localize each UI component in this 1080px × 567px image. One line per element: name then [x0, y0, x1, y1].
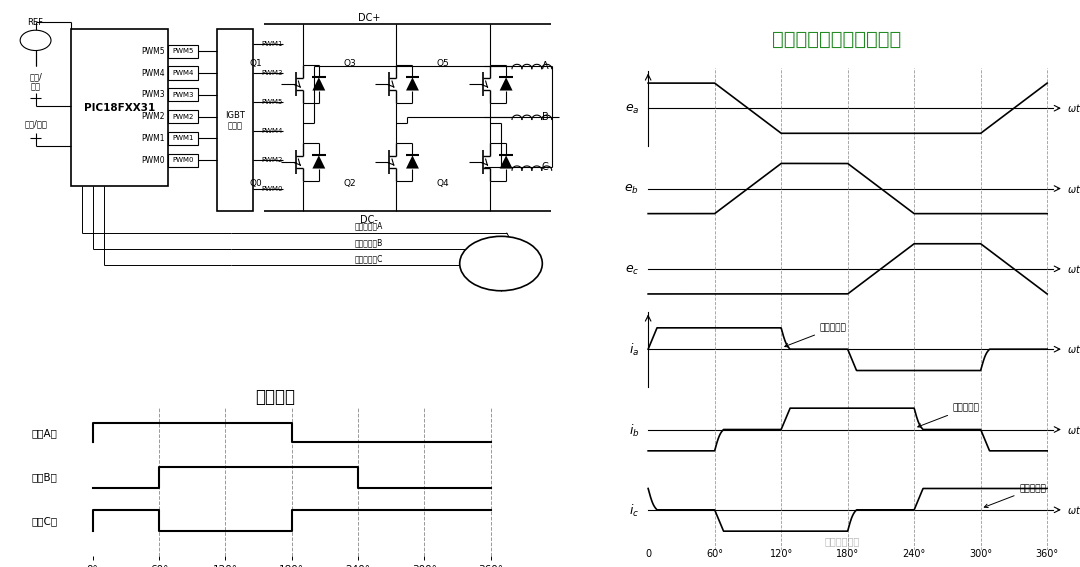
Text: PWM3: PWM3 — [261, 70, 283, 76]
Text: IGBT
驱动器: IGBT 驱动器 — [226, 111, 245, 130]
Text: 正转/反转: 正转/反转 — [24, 119, 48, 128]
Text: 霍尔传感器B: 霍尔传感器B — [354, 238, 383, 247]
Text: 运行/
停止: 运行/ 停止 — [29, 73, 42, 92]
Circle shape — [460, 236, 542, 291]
Text: Q0: Q0 — [249, 179, 262, 188]
Text: DC+: DC+ — [357, 13, 380, 23]
Text: 120°: 120° — [770, 549, 793, 558]
Text: 300°: 300° — [969, 549, 993, 558]
Text: PWM5: PWM5 — [141, 46, 165, 56]
Text: Q1: Q1 — [249, 60, 262, 69]
Text: PWM5: PWM5 — [172, 48, 193, 54]
Text: $i_c$: $i_c$ — [630, 503, 639, 519]
Polygon shape — [312, 77, 325, 91]
Text: PWM2: PWM2 — [172, 113, 193, 120]
Text: PWM0: PWM0 — [141, 155, 165, 164]
Text: $i_b$: $i_b$ — [629, 423, 639, 439]
Text: $\omega t$: $\omega t$ — [1067, 343, 1080, 355]
Bar — [167, 66, 198, 79]
Text: Q5: Q5 — [436, 60, 449, 69]
Text: REF: REF — [28, 18, 43, 27]
Text: 霍尔C相: 霍尔C相 — [31, 516, 57, 526]
Text: 上桥臂换相: 上桥臂换相 — [918, 404, 980, 428]
Text: $\omega t$: $\omega t$ — [1067, 424, 1080, 435]
Text: A: A — [542, 61, 549, 71]
Text: PWM2: PWM2 — [141, 112, 165, 121]
Text: Q2: Q2 — [343, 179, 355, 188]
Text: B: B — [542, 112, 549, 121]
Polygon shape — [312, 155, 325, 168]
Bar — [217, 29, 253, 211]
Circle shape — [21, 30, 51, 50]
Text: PWM4: PWM4 — [261, 128, 283, 134]
Bar — [167, 88, 198, 101]
Text: PWM3: PWM3 — [172, 92, 193, 98]
Bar — [167, 110, 198, 123]
Text: $\omega t$: $\omega t$ — [1067, 102, 1080, 114]
Text: 60°: 60° — [706, 549, 724, 558]
Text: $e_b$: $e_b$ — [624, 183, 639, 196]
Text: 上桥臂换相: 上桥臂换相 — [984, 484, 1047, 507]
Text: 霍尔B相: 霍尔B相 — [31, 472, 57, 482]
Text: PIC18FXX31: PIC18FXX31 — [84, 103, 156, 112]
Text: PWM0: PWM0 — [261, 186, 283, 192]
Polygon shape — [406, 77, 419, 91]
Text: N: N — [477, 246, 486, 256]
Text: $e_a$: $e_a$ — [625, 103, 639, 116]
Text: PWM1: PWM1 — [172, 136, 193, 141]
Text: S: S — [477, 271, 486, 281]
Text: S: S — [516, 246, 524, 256]
Text: 三相反电动势与三相电流: 三相反电动势与三相电流 — [772, 30, 902, 49]
Text: 霍尔传感器A: 霍尔传感器A — [354, 222, 383, 231]
Text: C: C — [542, 162, 549, 172]
Text: $\omega t$: $\omega t$ — [1067, 183, 1080, 194]
Polygon shape — [406, 155, 419, 168]
Polygon shape — [500, 77, 513, 91]
Text: DC-: DC- — [360, 215, 378, 225]
Text: 霍尔传感器C: 霍尔传感器C — [354, 255, 383, 263]
Text: 180°: 180° — [836, 549, 860, 558]
Text: PWM1: PWM1 — [141, 134, 165, 143]
Text: 霍尔A相: 霍尔A相 — [31, 428, 57, 438]
Bar — [167, 45, 198, 58]
Text: 控制框图: 控制框图 — [255, 388, 296, 406]
Text: $\omega t$: $\omega t$ — [1067, 263, 1080, 275]
Text: PWM3: PWM3 — [141, 90, 165, 99]
Text: 360°: 360° — [1036, 549, 1058, 558]
Bar — [71, 29, 167, 185]
Text: $e_c$: $e_c$ — [625, 264, 639, 277]
Text: PWM1: PWM1 — [261, 41, 283, 47]
Text: 240°: 240° — [903, 549, 926, 558]
Text: PWM4: PWM4 — [141, 69, 165, 78]
Bar — [167, 132, 198, 145]
Text: $i_a$: $i_a$ — [629, 342, 639, 358]
Text: 0: 0 — [645, 549, 651, 558]
Polygon shape — [500, 155, 513, 168]
Text: 西蒙电机论坛: 西蒙电机论坛 — [825, 536, 860, 547]
Text: N: N — [515, 271, 525, 281]
Text: PWM4: PWM4 — [172, 70, 193, 76]
Text: PWM0: PWM0 — [172, 157, 193, 163]
Text: 上桥臂换相: 上桥臂换相 — [785, 323, 847, 347]
Bar — [167, 154, 198, 167]
Text: PWM2: PWM2 — [261, 157, 283, 163]
Text: $\omega t$: $\omega t$ — [1067, 504, 1080, 516]
Text: PWM5: PWM5 — [261, 99, 283, 105]
Text: Q4: Q4 — [437, 179, 449, 188]
Text: Q3: Q3 — [343, 60, 356, 69]
